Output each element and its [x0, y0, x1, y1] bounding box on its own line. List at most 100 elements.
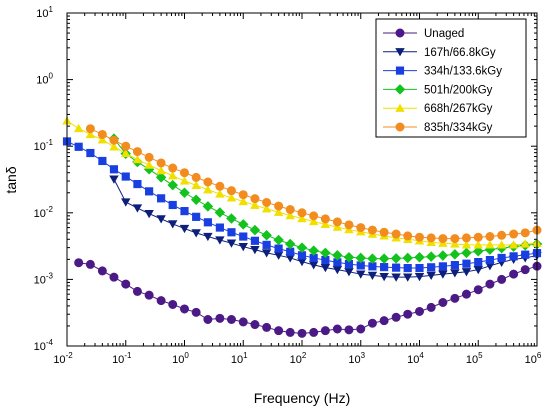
data-point	[332, 250, 343, 261]
data-point	[379, 316, 389, 326]
data-point	[97, 129, 107, 139]
data-point	[85, 129, 96, 139]
data-point	[250, 320, 260, 330]
data-point	[132, 204, 143, 213]
x-tick-labels: 10-2 10-1 100 101 102 103 104 105 106	[53, 351, 542, 366]
data-point	[461, 268, 472, 277]
data-point	[98, 156, 107, 166]
data-point	[156, 215, 166, 224]
data-point	[215, 236, 225, 245]
data-point	[297, 213, 307, 223]
data-point	[520, 228, 530, 238]
data-point	[520, 265, 530, 275]
data-point	[308, 216, 319, 226]
legend-marker	[395, 48, 405, 57]
data-point	[367, 253, 378, 264]
data-point	[356, 223, 366, 233]
y-tick-label: 10-3	[34, 271, 54, 286]
data-point	[168, 200, 177, 210]
data-point	[226, 193, 237, 202]
data-point	[403, 309, 413, 319]
data-point	[109, 175, 119, 184]
data-point	[367, 225, 377, 235]
data-point	[179, 176, 190, 185]
legend-label: 668h/267kGy	[424, 103, 493, 115]
legend-marker	[394, 84, 406, 95]
data-point	[85, 259, 95, 269]
data-point	[249, 224, 261, 236]
data-point	[474, 257, 483, 267]
data-point	[438, 262, 447, 271]
data-point	[144, 290, 154, 300]
legend-item: Unaged	[383, 28, 464, 40]
data-point	[520, 239, 530, 248]
data-point	[450, 234, 460, 244]
legend-marker	[395, 103, 405, 112]
data-point	[473, 285, 483, 295]
data-point	[97, 135, 108, 144]
data-point	[284, 238, 296, 250]
data-point	[144, 160, 154, 169]
data-point	[191, 307, 201, 317]
data-point	[261, 204, 272, 213]
data-point	[273, 207, 284, 216]
data-point	[402, 273, 413, 282]
data-point	[344, 220, 354, 230]
data-point	[215, 313, 225, 323]
data-point	[156, 158, 166, 168]
legend-label: 835h/334kGy	[424, 122, 493, 134]
y-tick-label: 100	[36, 72, 53, 87]
data-point	[497, 253, 506, 263]
x-tick-label: 104	[407, 351, 424, 366]
data-point	[191, 172, 201, 182]
data-point	[191, 180, 201, 190]
data-point	[485, 232, 495, 242]
data-point	[449, 249, 461, 260]
data-point	[109, 135, 119, 145]
data-point	[309, 327, 319, 337]
data-point	[367, 271, 378, 280]
data-point	[438, 270, 448, 279]
data-point	[367, 318, 377, 328]
data-point	[285, 210, 295, 220]
data-point	[250, 194, 260, 204]
legend-label: 501h/200kGy	[424, 84, 493, 96]
data-point	[426, 233, 436, 243]
data-point	[262, 322, 272, 332]
data-point	[238, 317, 248, 327]
data-point	[214, 207, 226, 218]
data-point	[226, 213, 237, 224]
legend-item: 334h/133.6kGy	[383, 66, 502, 78]
data-point	[262, 197, 272, 207]
data-point	[379, 272, 389, 282]
data-point	[450, 261, 459, 270]
data-point	[238, 196, 248, 206]
data-point	[509, 269, 519, 279]
x-tick-label: 106	[525, 351, 542, 366]
data-point	[203, 218, 212, 227]
data-point	[109, 142, 119, 151]
data-point	[437, 250, 449, 261]
data-point	[168, 299, 178, 309]
data-point	[392, 263, 401, 272]
x-tick-label: 100	[172, 351, 189, 366]
data-point	[509, 229, 519, 239]
data-point	[167, 179, 178, 191]
legend-label: Unaged	[424, 28, 464, 40]
data-point	[226, 239, 237, 248]
data-point	[157, 194, 166, 203]
data-point	[472, 245, 484, 257]
data-point	[344, 325, 354, 335]
x-tick-label: 101	[231, 351, 248, 366]
plot-frame	[66, 12, 538, 347]
data-point	[132, 154, 143, 164]
legend-marker	[395, 66, 405, 75]
data-point	[179, 224, 190, 234]
legend-item: 668h/267kGy	[383, 103, 493, 115]
data-point	[238, 190, 248, 200]
data-point	[343, 252, 355, 263]
data-point	[180, 168, 190, 178]
data-point	[308, 245, 319, 256]
data-point	[237, 219, 249, 230]
data-point	[179, 187, 190, 199]
